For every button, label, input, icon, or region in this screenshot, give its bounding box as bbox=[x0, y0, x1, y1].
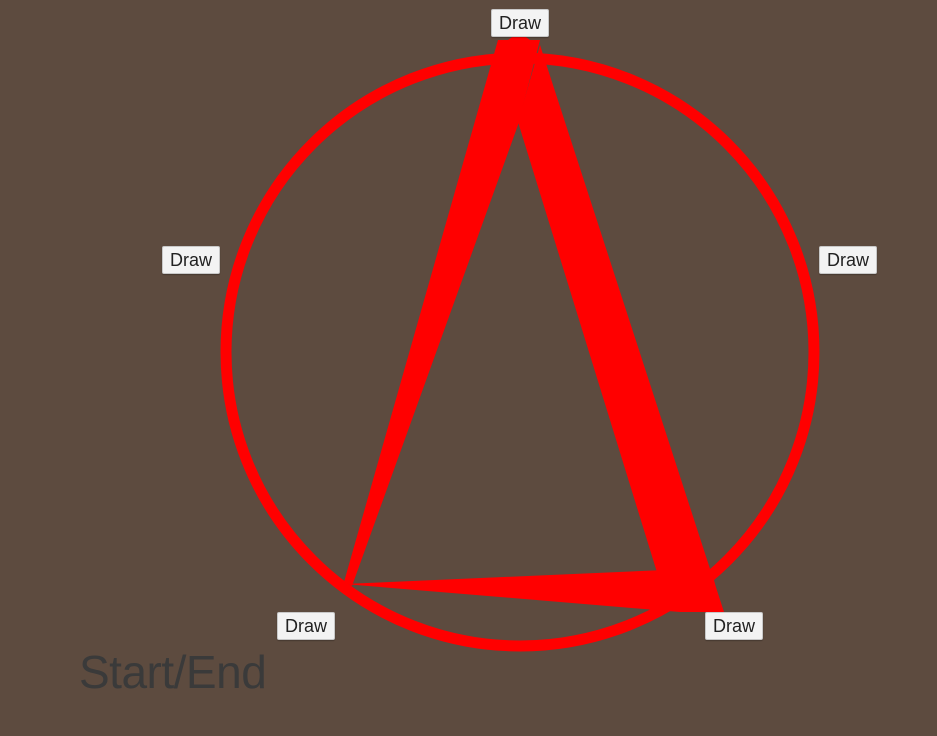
red-circle bbox=[220, 52, 820, 652]
red-triangle-left-edge bbox=[344, 40, 540, 586]
draw-button-left[interactable]: Draw bbox=[162, 246, 220, 274]
start-end-label: Start/End bbox=[79, 646, 267, 698]
draw-button-bottom-right[interactable]: Draw bbox=[705, 612, 763, 640]
draw-button-bottom-left[interactable]: Draw bbox=[277, 612, 335, 640]
draw-button-top[interactable]: Draw bbox=[491, 9, 549, 37]
red-triangle-bottom-edge bbox=[344, 570, 722, 612]
draw-button-right[interactable]: Draw bbox=[819, 246, 877, 274]
red-triangle-right-edge bbox=[518, 45, 724, 612]
